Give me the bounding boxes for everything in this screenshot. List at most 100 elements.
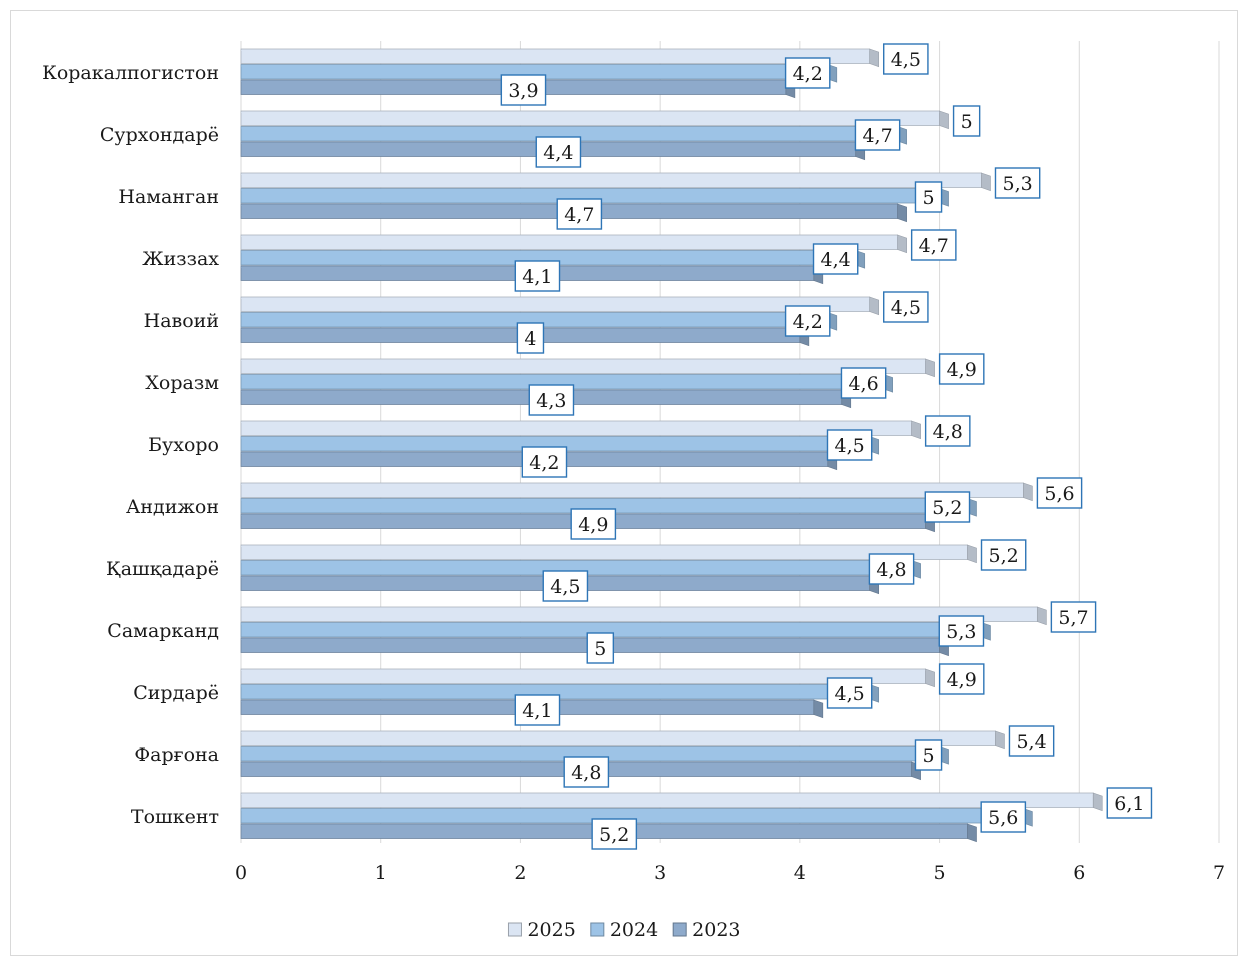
category-labels: Коракалпогистон Сурхондарё Наманган Жиззах Н… [42,62,219,828]
category-label: Коракалпогистон [42,62,219,84]
x-tick-label: 4 [794,862,806,884]
category-label: Жиззах [142,248,219,270]
data-label-box [500,74,547,106]
data-label-text: 4,7 [919,235,949,257]
bar-end-cap [1023,482,1033,502]
data-label-text: 4,7 [564,204,594,226]
bar-front-face [240,544,968,560]
legend-swatch [507,922,522,937]
bar-front-face [240,172,982,188]
legend-label: 2024 [610,919,658,941]
data-label-2024: 4,5 [826,429,873,461]
category-label: Сурхондарё [100,124,219,146]
data-label-box [542,570,589,602]
data-label-box [563,756,610,788]
data-label-2025: 5,4 [1008,725,1055,757]
bar-2025 [240,606,1047,626]
data-label-text: 4,9 [578,514,608,536]
bar-front-face [240,792,1094,808]
data-label-text: 5,2 [932,497,962,519]
bar-end-cap [925,358,935,378]
bar-front-face [240,110,940,126]
data-label-2025: 4,9 [938,663,985,695]
legend-label: 2025 [527,919,575,941]
data-label-box [883,43,929,75]
data-label-text: 4,8 [876,559,906,581]
data-label-2024: 5 [914,739,943,771]
bar-front-face [240,296,871,312]
bar-front-face [240,482,1024,498]
data-label-box [980,801,1027,833]
data-labels: 4,5 4,2 3,9 5 4,7 4,4 5,3 5 4,7 4,7 4,4 4,1 4,5 4,2 4 4… [500,43,1153,850]
data-label-text: 5,7 [1058,607,1088,629]
bar-end-cap [869,48,880,68]
data-label-box [924,415,971,447]
data-label-text: 5,3 [1002,173,1032,195]
data-label-text: 5,2 [989,545,1019,567]
data-label-2023: 5,2 [591,818,638,850]
data-label-2023: 4,3 [528,384,575,416]
data-label-box [528,384,575,416]
bar-2025 [240,110,949,130]
data-label-2023: 4,7 [556,198,603,230]
data-label-text: 4,1 [522,700,552,722]
data-label-text: 5,3 [946,621,976,643]
data-label-box [784,305,831,337]
data-label-box [938,615,985,647]
data-label-text: 4,7 [862,125,892,147]
data-label-2025: 5,2 [980,539,1027,571]
bar-2024 [240,188,949,207]
data-label-box [1050,601,1097,633]
data-label-2023: 4,1 [514,694,561,726]
x-tick-label: 2 [514,862,526,884]
data-label-text: 4,5 [834,683,864,705]
data-label-box [521,446,568,478]
data-label-2024: 4,2 [784,57,831,89]
bar-front-face [240,358,926,374]
data-label-box [924,491,971,523]
legend: 2025 2024 2023 [507,919,741,941]
data-label-text: 4,8 [571,762,601,784]
data-label-box [784,57,831,89]
data-label-2024: 4,8 [868,553,915,585]
data-label-text: 4,2 [793,63,823,85]
x-tick-label: 5 [934,862,946,884]
data-label-2024: 4,2 [784,305,831,337]
data-label-2024: 5,6 [980,801,1027,833]
data-label-box [514,260,561,292]
data-label-text: 4,9 [947,669,977,691]
bar-chart: Коракалпогистон Сурхондарё Наманган Жиззах Н… [42,41,1225,941]
category-label: Бухоро [148,434,219,456]
data-label-2025: 4,9 [938,353,985,385]
data-label-text: 4,3 [536,390,566,412]
x-tick-label: 1 [375,862,387,884]
category-label: Андижон [126,496,219,518]
data-label-text: 4,2 [793,311,823,333]
data-label-box [868,553,915,585]
data-label-text: 4,2 [529,452,559,474]
bar-end-cap [925,668,935,688]
bar-end-cap [995,730,1005,750]
bar-2025 [240,668,935,688]
bar-front-face [240,668,926,684]
x-tick-label: 6 [1073,862,1085,884]
bar-end-cap [813,699,824,719]
data-label-box [535,136,582,168]
data-label-text: 3,9 [508,80,538,102]
data-label-2025: 5,6 [1036,477,1083,509]
data-label-box [883,291,929,323]
data-label-box [826,677,873,709]
legend-label: 2023 [692,919,740,941]
bar-2025 [240,48,880,68]
legend-item-2024: 2024 [590,919,658,941]
data-label-2025: 4,5 [883,43,929,75]
data-label-2023: 4,2 [521,446,568,478]
data-label-2025: 5 [952,105,981,137]
data-label-box [914,739,943,771]
legend-swatch [672,922,687,937]
bar-2025 [240,234,907,254]
bar-2024 [240,622,991,641]
data-label-box [952,105,981,137]
legend-item-2025: 2025 [507,919,576,941]
data-label-box [591,818,638,850]
